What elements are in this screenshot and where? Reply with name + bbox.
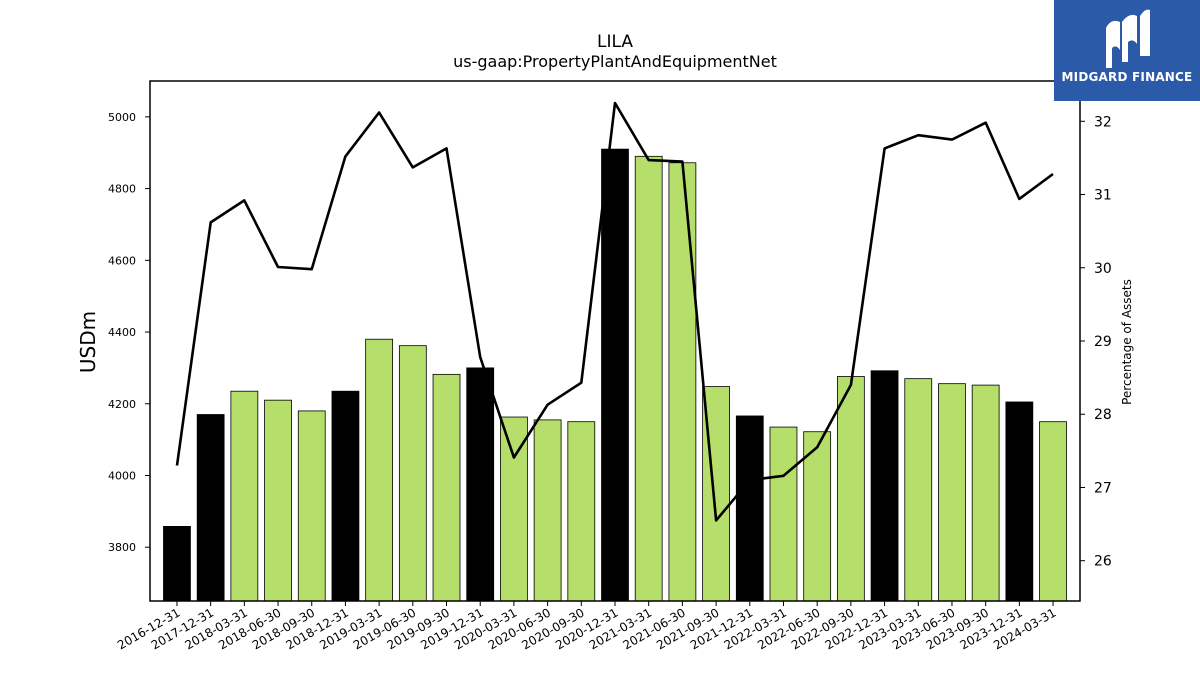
logo-mark-icon (1106, 9, 1150, 68)
bar-2021-12-31 (735, 415, 764, 602)
bar-2019-03-31 (365, 338, 394, 602)
bar-2019-09-30 (432, 373, 461, 602)
logo-text: MIDGARD FINANCE (1061, 70, 1193, 84)
bar-2023-03-31 (904, 378, 933, 602)
bar-2018-03-31 (230, 390, 259, 602)
bar-2022-09-30 (836, 376, 865, 602)
y2-tick-label: 29 (1094, 334, 1112, 350)
bar-2020-03-31 (500, 416, 528, 602)
y-tick-label: 4000 (108, 469, 136, 482)
bar-2021-06-30 (668, 162, 697, 602)
bar-2020-06-30 (533, 419, 562, 602)
y-tick-label: 5000 (108, 111, 136, 124)
y2-tick-label: 26 (1094, 554, 1112, 570)
bar-2018-09-30 (297, 410, 326, 602)
bar-2020-12-31 (601, 148, 629, 602)
bar-2022-12-31 (870, 370, 899, 602)
y-tick-label: 4600 (108, 254, 136, 267)
bar-series (163, 148, 1067, 602)
midgard-finance-logo: MIDGARD FINANCE (1054, 0, 1200, 101)
chart-subtitle: us-gaap:PropertyPlantAndEquipmentNet (453, 52, 777, 71)
bar-2018-12-31 (331, 390, 360, 602)
right-axis-ticks: 26 27 28 29 30 31 32 (1080, 114, 1112, 570)
percentage-of-assets-line (175, 101, 1054, 522)
left-axis-ticks: 3800 4000 4200 4400 4600 4800 5000 (108, 111, 150, 554)
bar-2023-06-30 (938, 383, 966, 602)
y2-tick-label: 31 (1094, 188, 1112, 204)
bar-2019-12-31 (466, 367, 495, 602)
chart-title: LILA (597, 32, 633, 52)
bar-2024-03-31 (1039, 421, 1067, 602)
bar-2023-12-31 (1005, 401, 1034, 602)
y2-tick-label: 32 (1094, 114, 1112, 130)
y-axis-label: USDm (76, 310, 100, 374)
bar-2018-06-30 (264, 399, 292, 602)
bar-2022-03-31 (769, 426, 798, 602)
y-tick-label: 4800 (108, 183, 136, 196)
y2-tick-label: 27 (1094, 480, 1112, 496)
bar-2022-06-30 (803, 431, 832, 602)
y-tick-label: 3800 (108, 541, 136, 554)
bar-2016-12-31 (163, 526, 191, 602)
x-axis-ticks: 2016-12-312017-12-312018-03-312018-06-30… (115, 601, 1059, 652)
y-tick-label: 4200 (108, 398, 136, 411)
bar-2017-12-31 (196, 414, 225, 602)
bar-2023-09-30 (971, 384, 1000, 602)
y-tick-label: 4400 (108, 326, 136, 339)
y2-tick-label: 28 (1094, 407, 1112, 423)
bar-2019-06-30 (398, 345, 427, 602)
bar-2021-03-31 (634, 155, 663, 602)
y2-tick-label: 30 (1094, 261, 1112, 277)
y2-axis-label: Percentage of Assets (1120, 279, 1134, 405)
bar-2020-09-30 (567, 421, 596, 602)
